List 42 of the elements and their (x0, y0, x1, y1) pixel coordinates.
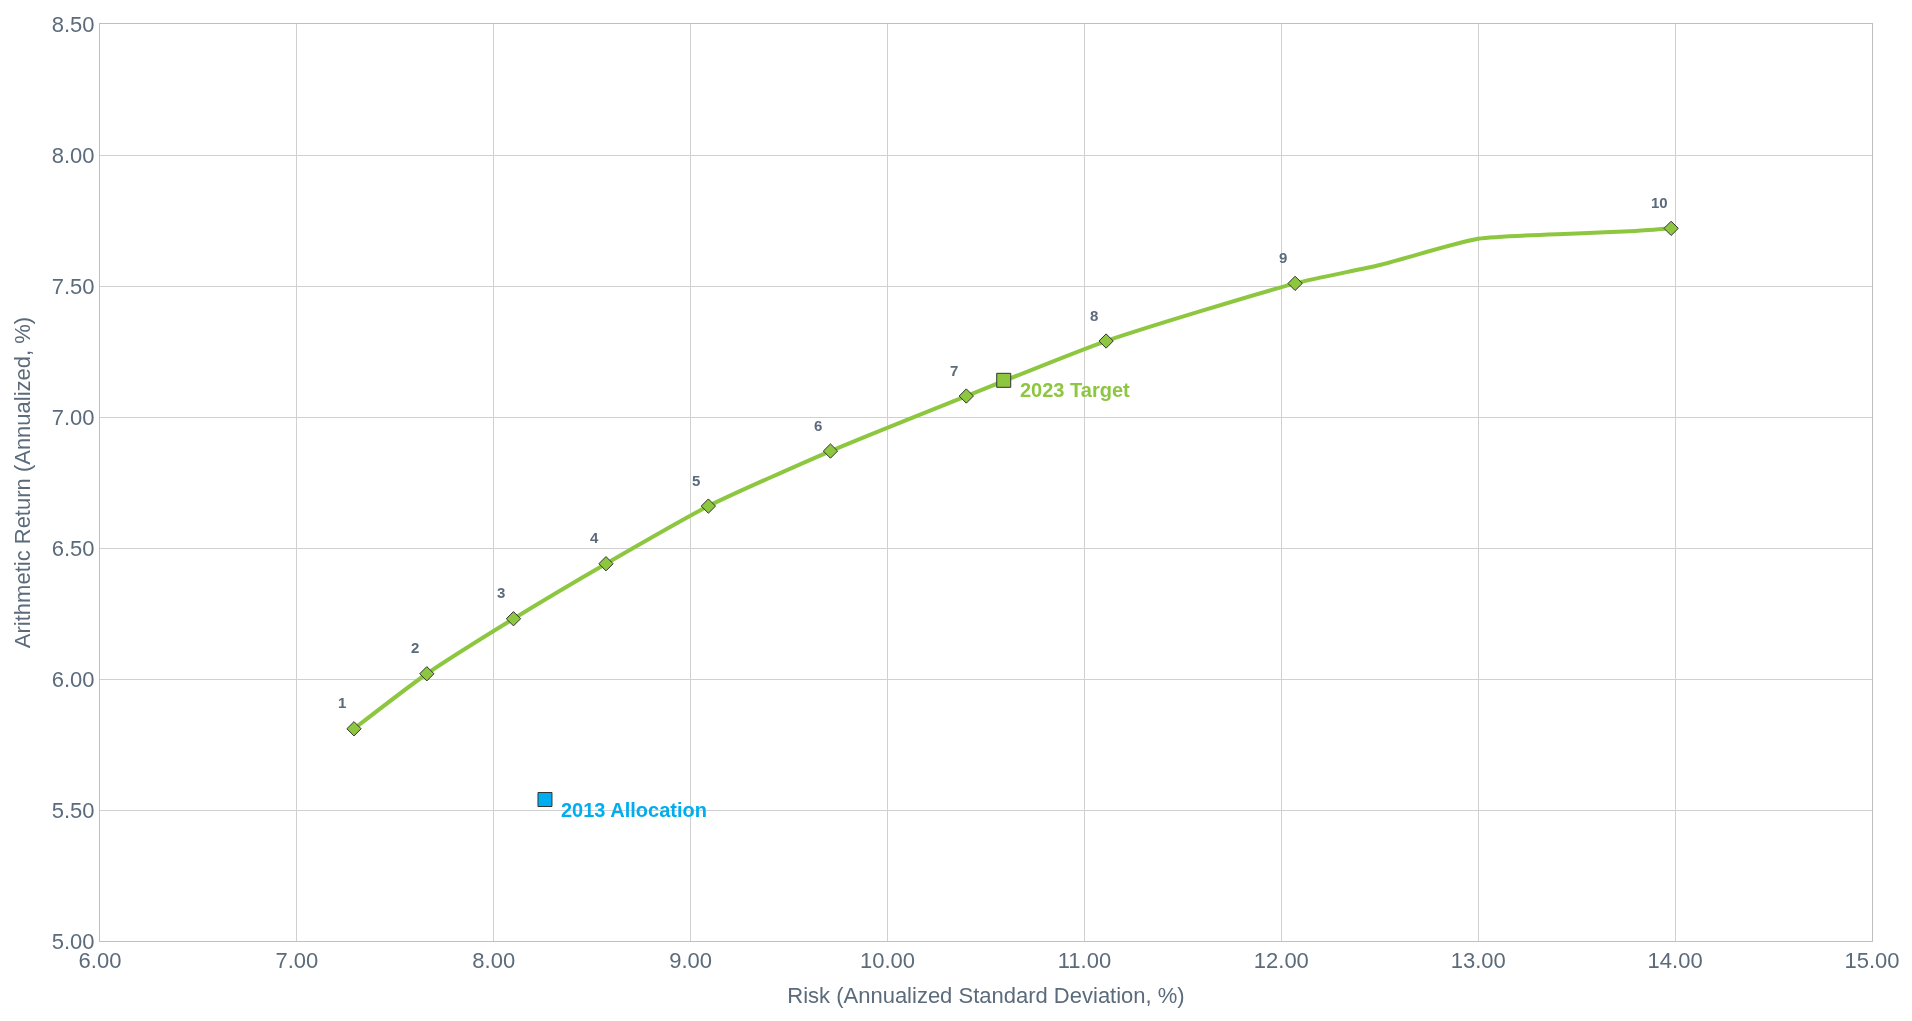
x-tick-label: 13.00 (1450, 948, 1506, 974)
annotation: 7 (950, 362, 959, 379)
point (419, 666, 435, 682)
annotation: 4 (590, 529, 599, 546)
annotation: 9 (1279, 249, 1288, 266)
x-tick-label: 14.00 (1647, 948, 1703, 974)
x-tick-label: 9.00 (669, 948, 713, 974)
annotation: 2023 Target (1020, 379, 1131, 401)
x-tick-label: 12.00 (1253, 948, 1309, 974)
x-tick-label: 7.00 (275, 948, 319, 974)
point (1287, 275, 1303, 292)
annotation: 5 (692, 472, 701, 489)
y-tick-label: 8.00 (51, 142, 95, 168)
point (822, 443, 839, 459)
annotation: 10 (1651, 194, 1668, 211)
point (1098, 333, 1114, 349)
annotation: 2 (411, 639, 420, 656)
point (505, 611, 522, 627)
point (700, 498, 717, 514)
annotation: 8 (1090, 307, 1099, 324)
y-tick-label: 7.50 (51, 273, 95, 299)
y-tick-label: 6.00 (51, 666, 95, 692)
y-tick-label: 6.50 (51, 535, 95, 561)
y-tick-label: 5.50 (51, 797, 95, 823)
x-axis-title: Risk (Annualized Standard Deviation, %) (787, 983, 1185, 1009)
point (996, 372, 1012, 388)
point (598, 556, 614, 572)
point (1663, 220, 1679, 237)
y-tick-label: 7.00 (51, 404, 95, 430)
x-tick-label: 15.00 (1844, 948, 1900, 974)
y-tick-label: 8.50 (51, 11, 95, 37)
annotation: 3 (497, 584, 506, 601)
point (537, 792, 553, 808)
x-tick-label: 10.00 (860, 948, 916, 974)
annotation: 6 (814, 417, 823, 434)
point (958, 388, 974, 404)
y-axis-title: Arithmetic Return (Annualized, %) (9, 316, 35, 649)
x-tick-label: 8.00 (472, 948, 516, 974)
annotation: 1 (338, 694, 347, 711)
x-tick-label: 11.00 (1057, 948, 1112, 974)
annotation: 2013 Allocation (561, 799, 707, 821)
point (346, 721, 362, 737)
